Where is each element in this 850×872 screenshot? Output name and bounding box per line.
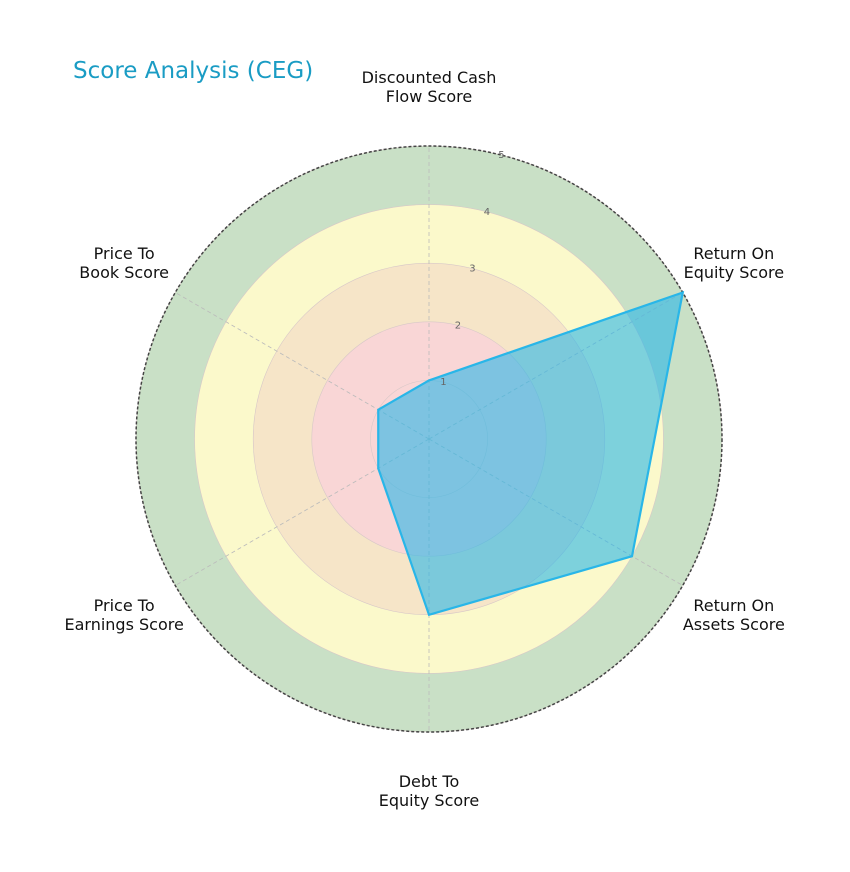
- r-tick-label: 1: [440, 377, 446, 388]
- category-label: Return On Equity Score: [683, 244, 785, 282]
- r-tick-label: 5: [498, 150, 504, 161]
- r-tick-label: 3: [469, 264, 475, 275]
- r-tick-label: 2: [455, 320, 461, 331]
- chart-title: Score Analysis (CEG): [73, 58, 314, 84]
- category-label: Price To Earnings Score: [64, 596, 184, 634]
- category-label: Return On Assets Score: [682, 596, 785, 634]
- series-area: [377, 290, 685, 617]
- category-label: Debt To Equity Score: [378, 772, 480, 810]
- r-tick-label: 4: [484, 207, 490, 218]
- outer-circle: [135, 145, 723, 733]
- category-label: Price To Book Score: [79, 244, 170, 282]
- category-label: Discounted Cash Flow Score: [361, 68, 497, 106]
